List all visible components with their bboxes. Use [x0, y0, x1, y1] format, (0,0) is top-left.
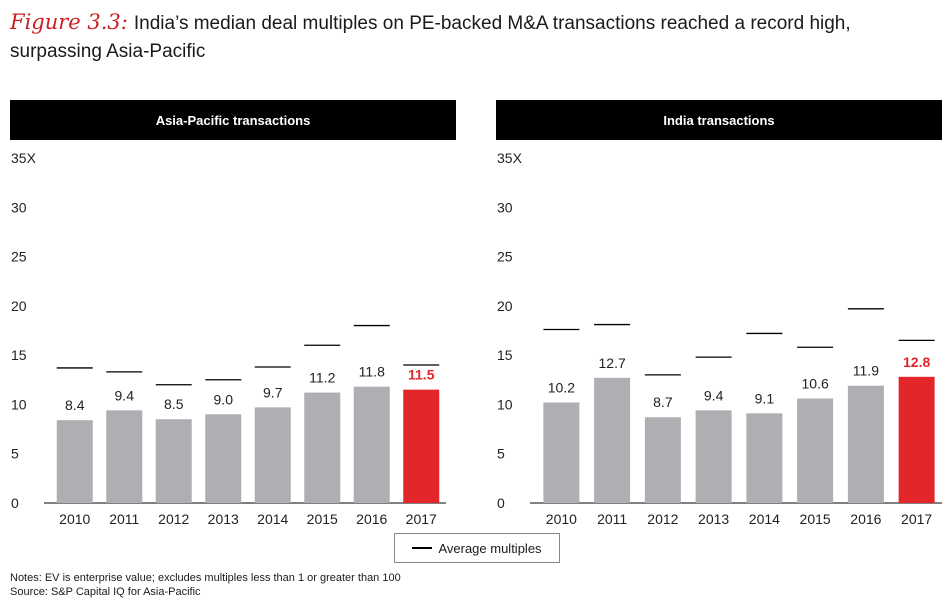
- bar-value-label: 9.4: [115, 387, 135, 403]
- y-tick-label: 0: [497, 495, 505, 511]
- bar-value-label: 9.4: [704, 387, 724, 403]
- bar-value-label: 8.7: [653, 394, 673, 410]
- bar-value-label: 8.5: [164, 396, 184, 412]
- x-tick-label: 2013: [698, 511, 729, 527]
- y-tick-label: 10: [11, 396, 27, 412]
- y-tick-label: 15: [11, 347, 27, 363]
- bar-value-label: 11.5: [408, 367, 435, 383]
- bar: [644, 417, 681, 503]
- bar: [898, 376, 935, 503]
- bar-value-label: 10.6: [802, 376, 829, 392]
- bar: [205, 414, 242, 503]
- figure-label: Figure 3.3:: [10, 10, 128, 34]
- charts-canvas: Asia-Pacific transactions 0 5 10 15 20 25 30 35X…: [10, 100, 942, 527]
- y-tick-label: 30: [497, 199, 513, 215]
- bar: [746, 413, 783, 503]
- x-tick-label: 2013: [208, 511, 239, 527]
- legend-average-line-icon: [412, 547, 433, 549]
- figure-header: Figure 3.3: India’s median deal multiples…: [10, 8, 942, 66]
- x-tick-label: 2015: [307, 511, 338, 527]
- bar: [543, 402, 580, 503]
- bar: [847, 385, 884, 503]
- x-tick-label: 2015: [800, 511, 831, 527]
- bar-value-label: 12.7: [599, 355, 626, 371]
- bar: [254, 407, 291, 503]
- panel-title: Asia-Pacific transactions: [156, 113, 311, 128]
- notes: Notes: EV is enterprise value; excludes …: [10, 571, 401, 599]
- y-tick-label: 25: [497, 249, 513, 265]
- bar-value-label: 10.2: [548, 379, 575, 395]
- y-tick-label: 35X: [11, 150, 37, 166]
- bar-value-label: 12.8: [903, 354, 930, 370]
- y-tick-label: 5: [11, 446, 19, 462]
- bar: [353, 386, 390, 503]
- bar: [403, 389, 440, 503]
- bar: [695, 410, 732, 503]
- bar: [797, 398, 834, 503]
- bar: [594, 377, 631, 503]
- panel-title-bar: [496, 100, 942, 140]
- x-tick-label: 2012: [158, 511, 189, 527]
- bar: [56, 420, 93, 503]
- x-tick-label: 2010: [546, 511, 577, 527]
- panel-title: India transactions: [663, 113, 774, 128]
- y-tick-label: 20: [11, 298, 27, 314]
- x-tick-label: 2016: [850, 511, 881, 527]
- y-tick-label: 25: [11, 249, 27, 265]
- x-tick-label: 2014: [749, 511, 780, 527]
- bar-value-label: 9.1: [755, 390, 775, 406]
- figure-title: India’s median deal multiples on PE-back…: [10, 13, 851, 62]
- bar-value-label: 8.4: [65, 397, 85, 413]
- legend: Average multiples: [394, 533, 560, 563]
- x-tick-label: 2017: [901, 511, 932, 527]
- bar-value-label: 11.9: [853, 363, 879, 379]
- x-tick-label: 2014: [257, 511, 288, 527]
- panel-title-bar: [10, 100, 456, 140]
- bar: [304, 392, 341, 503]
- x-tick-label: 2010: [59, 511, 90, 527]
- x-tick-label: 2011: [597, 511, 627, 527]
- legend-label: Average multiples: [438, 540, 542, 556]
- x-tick-label: 2012: [647, 511, 678, 527]
- y-tick-label: 35X: [497, 150, 523, 166]
- y-tick-label: 20: [497, 298, 513, 314]
- x-tick-label: 2016: [356, 511, 387, 527]
- source-line: Source: S&P Capital IQ for Asia-Pacific: [10, 586, 201, 598]
- bar-value-label: 11.8: [359, 364, 385, 380]
- notes-line: Notes: EV is enterprise value; excludes …: [10, 572, 401, 584]
- y-tick-label: 0: [11, 495, 19, 511]
- bar-value-label: 11.2: [309, 370, 335, 386]
- bar-value-label: 9.0: [214, 391, 234, 407]
- y-tick-label: 10: [497, 396, 513, 412]
- x-tick-label: 2017: [406, 511, 437, 527]
- y-tick-label: 5: [497, 446, 505, 462]
- x-tick-label: 2011: [109, 511, 139, 527]
- bar: [106, 410, 143, 503]
- y-tick-label: 30: [11, 199, 27, 215]
- bar-value-label: 9.7: [263, 384, 283, 400]
- y-tick-label: 15: [497, 347, 513, 363]
- bar: [155, 419, 192, 503]
